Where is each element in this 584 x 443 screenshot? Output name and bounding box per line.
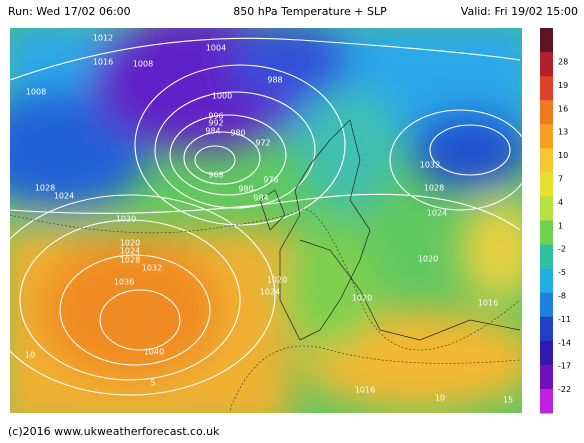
contour-label: 1032	[420, 161, 440, 170]
colorbar-label: 19	[558, 81, 568, 90]
contour-label: 1012	[93, 34, 113, 43]
colorbar-label: -22	[558, 385, 571, 394]
run-time: Run: Wed 17/02 06:00	[8, 5, 131, 18]
contour-label: 988	[267, 76, 282, 85]
contour-label: 10	[25, 351, 35, 360]
contour-label: 976	[263, 176, 278, 185]
copyright-footer: (c)2016 www.ukweatherforecast.co.uk	[8, 425, 220, 438]
contour-label: 1024	[120, 247, 140, 256]
colorbar-label: -11	[558, 315, 571, 324]
contour-label: 1008	[133, 60, 153, 69]
contour-label: 1020	[418, 255, 438, 264]
colorbar-label: -2	[558, 245, 566, 254]
colorbar-segment	[540, 316, 553, 342]
contour-label: 984	[253, 194, 268, 203]
contour-label: 15	[503, 396, 513, 405]
contour-label: 1040	[144, 348, 164, 357]
contour-label: 980	[238, 185, 253, 194]
map-title: 850 hPa Temperature + SLP	[233, 5, 387, 18]
colorbar-segment	[540, 292, 553, 318]
colorbar-label: 10	[558, 151, 568, 160]
contour-label: 1020	[352, 294, 372, 303]
contour-label: 1024	[260, 288, 280, 297]
contour-label: 992	[208, 119, 223, 128]
colorbar-label: 1	[558, 221, 563, 230]
colorbar-segment	[540, 364, 553, 390]
contour-label: 1016	[355, 386, 375, 395]
colorbar-label: -17	[558, 362, 571, 371]
contour-label: 968	[208, 171, 223, 180]
colorbar-segment	[540, 172, 553, 197]
colorbar-segment	[540, 100, 553, 125]
colorbar-label: -14	[558, 338, 571, 347]
contour-label: 996	[208, 112, 223, 121]
contour-label: 1004	[206, 44, 226, 53]
contour-label: 10	[435, 394, 445, 403]
colorbar-segment	[540, 220, 553, 246]
colorbar-label: -5	[558, 268, 566, 277]
contour-label: 1032	[142, 264, 162, 273]
colorbar-label: 28	[558, 58, 568, 67]
contour-label: 1028	[424, 184, 444, 193]
colorbar-segment	[540, 244, 553, 270]
colorbar-segment	[540, 388, 553, 414]
map	[10, 28, 522, 413]
colorbar-segment	[540, 340, 553, 366]
colorbar-segment	[540, 52, 553, 77]
contour-label: 1020	[116, 215, 136, 224]
contour-label: 1024	[427, 209, 447, 218]
colorbar-segment	[540, 28, 553, 53]
colorbar-segment	[540, 148, 553, 173]
colorbar-segment	[540, 124, 553, 149]
contour-label: 1008	[26, 88, 46, 97]
colorbar: 28 19 16 13 10 7 4 1 -2 -5 -8 -11 -14 -17 -22	[540, 28, 571, 414]
colorbar-label: 16	[558, 104, 568, 113]
valid-time: Valid: Fri 19/02 15:00	[461, 5, 578, 18]
colorbar-segment	[540, 76, 553, 101]
contour-label: 1016	[478, 299, 498, 308]
colorbar-label: 7	[558, 175, 563, 184]
contour-label: 1036	[114, 278, 134, 287]
contour-label: 5	[150, 379, 155, 388]
contour-label: 1020	[120, 239, 140, 248]
colorbar-segment	[540, 196, 553, 221]
colorbar-label: -8	[558, 292, 566, 301]
colorbar-label: 13	[558, 128, 568, 137]
contour-label: 1016	[93, 58, 113, 67]
contour-label: 1020	[267, 276, 287, 285]
contour-label: 1028	[120, 256, 140, 265]
contour-label: 1024	[54, 192, 74, 201]
contour-label: 984	[205, 127, 220, 136]
contour-label: 1028	[35, 184, 55, 193]
colorbar-label: 4	[558, 198, 563, 207]
contour-label: 972	[255, 139, 270, 148]
colorbar-segment	[540, 268, 553, 294]
contour-label: 980	[230, 129, 245, 138]
contour-label: 1000	[212, 92, 232, 101]
